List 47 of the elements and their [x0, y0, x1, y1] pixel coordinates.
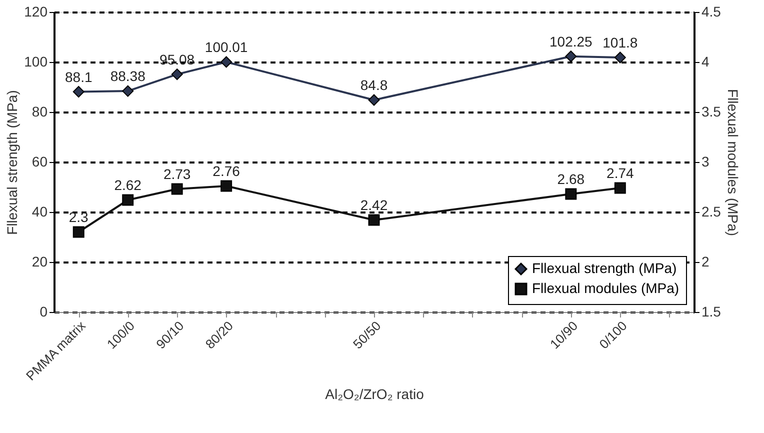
y2-tick-label: 2 [702, 254, 710, 270]
point [122, 194, 134, 206]
y-tick-label: 120 [24, 4, 48, 20]
point [171, 68, 183, 80]
data-label: 2.76 [212, 163, 240, 179]
data-label: 84.8 [360, 77, 388, 93]
data-label: 88.1 [64, 68, 92, 85]
point [614, 52, 626, 64]
y2-tick-label: 3 [702, 154, 710, 170]
point [220, 56, 232, 68]
point [171, 183, 183, 195]
point [565, 188, 577, 200]
point [614, 182, 626, 194]
point [368, 214, 380, 226]
y-tick-label: 20 [32, 254, 48, 270]
y2-tick-label: 2.5 [702, 204, 722, 220]
legend-label: Fllexual strength (MPa) [532, 260, 677, 276]
data-label: 2.68 [557, 171, 585, 187]
y-axis-title: Fllexual strength (MPa) [4, 90, 20, 235]
data-label: 2.3 [68, 209, 89, 225]
y2-tick-label: 1.5 [702, 304, 722, 320]
y-tick-label: 100 [24, 54, 48, 70]
point [72, 226, 84, 238]
y2-tick-label: 3.5 [702, 104, 722, 120]
x-axis-title: Al₂O₂/ZrO₂ ratio [325, 386, 424, 402]
data-label: 2.62 [114, 177, 142, 193]
data-label: 88.38 [110, 68, 146, 84]
data-label: 2.74 [606, 165, 634, 181]
point [565, 50, 577, 62]
y-tick-label: 40 [32, 204, 48, 220]
point [122, 85, 134, 97]
data-label: 2.73 [163, 166, 191, 182]
y-tick-label: 0 [40, 304, 48, 320]
y2-tick-label: 4.5 [702, 4, 722, 20]
data-label: 102.25 [550, 33, 593, 50]
data-label: 101.8 [602, 34, 638, 50]
y2-tick-label: 4 [702, 54, 710, 70]
data-label: 100.01 [204, 38, 248, 55]
y-tick-label: 80 [32, 104, 48, 120]
point [368, 94, 380, 106]
y2-axis-title: Fllexual modules (MPa) [724, 88, 741, 236]
point [72, 86, 84, 98]
data-label: 95.08 [160, 51, 195, 68]
y-tick-label: 60 [32, 154, 48, 170]
point [220, 180, 232, 192]
data-label: 2.42 [360, 197, 388, 213]
legend-label: Fllexual modules (MPa) [532, 280, 680, 296]
